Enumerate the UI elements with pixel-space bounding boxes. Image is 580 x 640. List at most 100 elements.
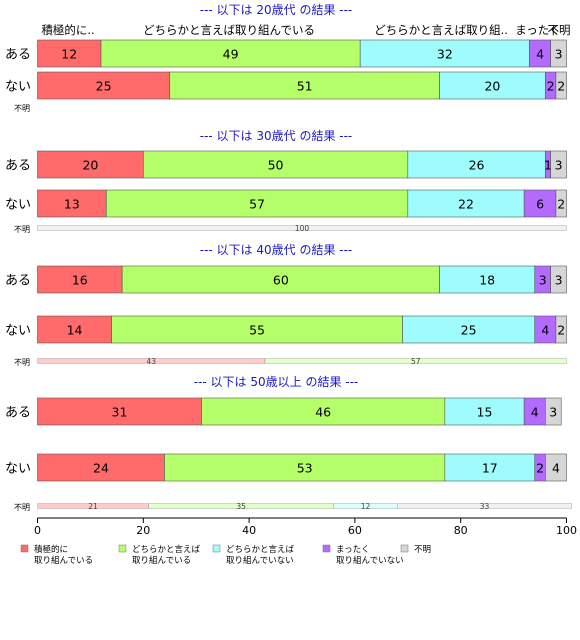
category-header-label: まったく [515, 23, 561, 37]
bar-segment [100, 39, 361, 68]
panel-title: --- 以下は 40歳代 の結果 --- [200, 243, 353, 257]
bar-segment [37, 71, 171, 100]
data-label: 6 [536, 197, 544, 212]
bar-segment [444, 397, 525, 426]
bar-segment [164, 453, 446, 482]
legend-label: どちらかと言えば [226, 544, 295, 555]
data-label: 55 [249, 323, 265, 338]
missing-row-label: 不明 [14, 503, 30, 512]
legend-swatch [20, 544, 29, 553]
panel-title: --- 以下は 50歳以上 の結果 --- [194, 375, 359, 389]
data-label: 2 [557, 79, 565, 94]
data-label: 3 [549, 405, 557, 420]
bar-segment [555, 315, 567, 344]
data-label: 22 [458, 197, 474, 212]
missing-row-label: 不明 [14, 104, 30, 113]
data-label: 49 [223, 47, 239, 62]
bar-segment [407, 189, 525, 218]
panel-title: --- 以下は 20歳代 の結果 --- [200, 3, 353, 17]
data-label: 50 [268, 158, 284, 173]
missing-data-label: 33 [480, 502, 490, 511]
legend-label: どちらかと言えば [132, 544, 201, 555]
x-tick-label: 80 [454, 524, 468, 537]
x-tick-label: 40 [242, 524, 256, 537]
bar-segment [407, 150, 546, 179]
data-label: 26 [469, 158, 485, 173]
category-header-label: どちらかと言えば取り組んでいる [143, 23, 315, 37]
bar-segment [111, 315, 403, 344]
data-label: 17 [482, 461, 498, 476]
missing-bar-segment [37, 225, 567, 231]
x-tick-label: 20 [136, 524, 150, 537]
bar-segment [555, 71, 567, 100]
bar-segment [550, 150, 567, 179]
row-label: ある [5, 159, 31, 174]
data-label: 4 [541, 323, 549, 338]
data-label: 2 [557, 197, 565, 212]
bar-segment [439, 71, 546, 100]
data-label: 3 [555, 158, 563, 173]
legend-label: 不明 [414, 545, 431, 555]
bar-segment [555, 189, 567, 218]
x-tick-label: 0 [34, 524, 41, 537]
data-label: 13 [64, 197, 80, 212]
data-label: 14 [67, 323, 83, 338]
legend-label: 取り組んでいる [132, 555, 191, 566]
row-label: ない [5, 324, 31, 339]
data-label: 24 [93, 461, 109, 476]
data-label: 4 [531, 405, 539, 420]
category-header-label: 不明 [548, 23, 571, 37]
missing-row-label: 不明 [14, 225, 30, 234]
x-tick-label: 100 [556, 524, 577, 537]
data-label: 25 [461, 323, 477, 338]
bar-segment [402, 315, 536, 344]
data-label: 2 [547, 79, 555, 94]
data-label: 4 [536, 47, 544, 62]
data-label: 51 [297, 79, 313, 94]
x-tick-label: 60 [348, 524, 362, 537]
data-label: 15 [477, 405, 493, 420]
row-label: ある [5, 274, 31, 289]
data-label: 20 [82, 158, 98, 173]
data-label: 4 [552, 461, 560, 476]
bar-segment [545, 453, 567, 482]
legend-swatch [322, 544, 331, 553]
data-label: 25 [96, 79, 112, 94]
row-label: ある [5, 406, 31, 421]
data-label: 1 [544, 158, 552, 173]
data-label: 3 [539, 273, 547, 288]
missing-data-label: 21 [88, 502, 98, 511]
missing-data-label: 35 [236, 502, 246, 511]
legend-label: 取り組んでいる [34, 555, 93, 566]
bar-segment [37, 265, 123, 294]
legend-swatch [118, 544, 127, 553]
row-label: ある [5, 48, 31, 63]
bar-segment [169, 71, 440, 100]
panel-title: --- 以下は 30歳代 の結果 --- [200, 129, 353, 143]
bar-segment [444, 453, 536, 482]
legend-label: 取り組んでいない [336, 555, 404, 566]
missing-data-label: 12 [361, 502, 371, 511]
row-label: ない [5, 198, 31, 213]
row-label: ない [5, 80, 31, 95]
bar-segment [105, 189, 409, 218]
legend-swatch [212, 544, 221, 553]
bar-segment [439, 265, 536, 294]
data-label: 2 [557, 323, 565, 338]
bar-segment [37, 453, 165, 482]
bar-segment [37, 315, 112, 344]
missing-bar-segment [264, 358, 567, 364]
data-label: 18 [479, 273, 495, 288]
data-label: 3 [555, 273, 563, 288]
data-label: 32 [437, 47, 453, 62]
data-label: 12 [61, 47, 77, 62]
data-label: 16 [72, 273, 88, 288]
row-label: ない [5, 462, 31, 477]
data-label: 3 [555, 47, 563, 62]
bar-segment [550, 265, 567, 294]
missing-data-label: 43 [146, 357, 156, 366]
bar-segment [37, 189, 107, 218]
data-label: 31 [112, 405, 128, 420]
